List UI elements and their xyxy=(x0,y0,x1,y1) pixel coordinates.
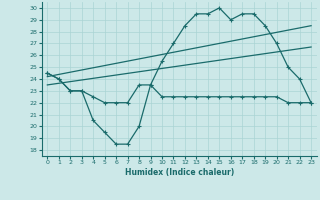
X-axis label: Humidex (Indice chaleur): Humidex (Indice chaleur) xyxy=(124,168,234,177)
